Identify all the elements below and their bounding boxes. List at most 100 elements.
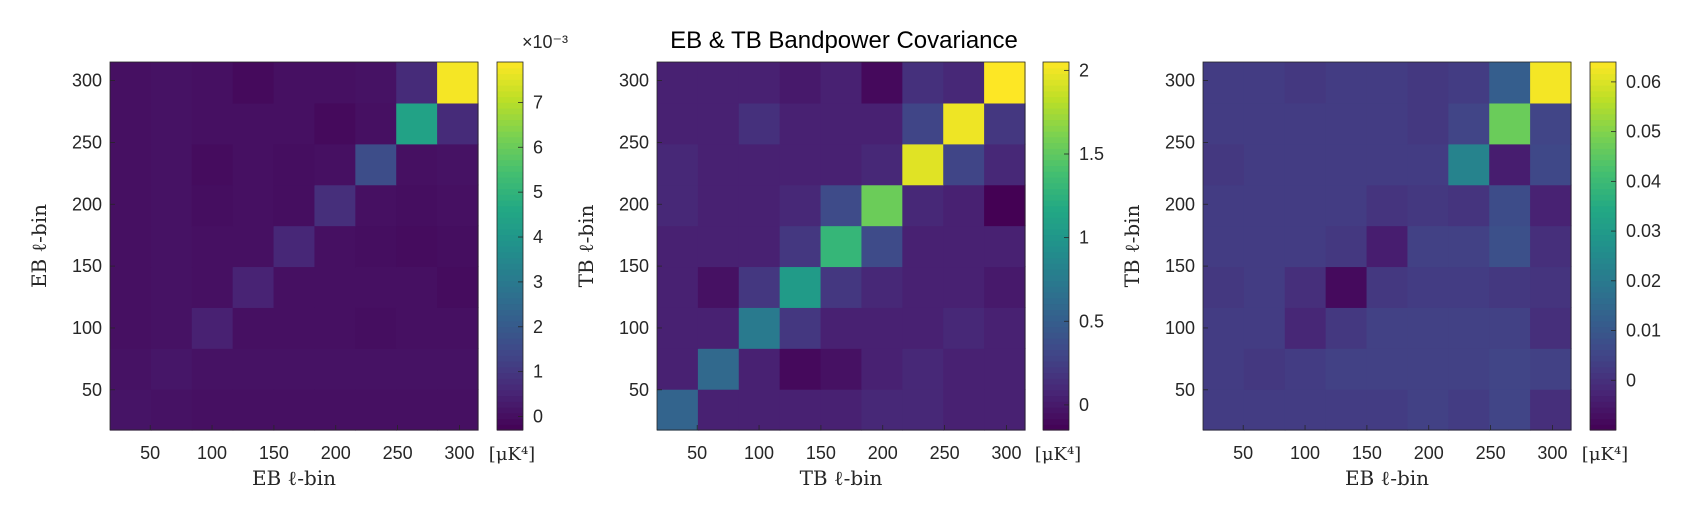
heatmap-cell <box>1448 143 1490 186</box>
heatmap-cell <box>1407 102 1449 145</box>
colorbar-segment <box>1590 418 1616 425</box>
heatmap-cell <box>273 225 316 268</box>
heatmap-cell <box>1530 102 1572 145</box>
colorbar-segment <box>1043 177 1069 184</box>
heatmap-cell <box>437 348 479 390</box>
colorbar-segment <box>1590 217 1616 224</box>
heatmap-cell <box>396 307 438 349</box>
colorbar-tick-label: 0 <box>533 407 543 427</box>
heatmap-cell <box>150 389 193 431</box>
colorbar-segment <box>1043 211 1069 218</box>
colorbar-segment <box>1043 292 1069 299</box>
colorbar-segment <box>1043 228 1069 236</box>
heatmap-cell <box>820 143 863 186</box>
colorbar-segment <box>497 349 523 356</box>
plot-frame <box>1202 61 1572 431</box>
heatmap-cell <box>1203 389 1245 431</box>
heatmap-cell <box>657 307 699 349</box>
heatmap-cell <box>1407 143 1449 186</box>
colorbar-segment <box>497 177 523 184</box>
colorbar-segment <box>497 188 523 195</box>
colorbar-segment <box>1590 257 1616 264</box>
heatmap-cell <box>697 307 740 349</box>
heatmap-cell <box>779 62 822 104</box>
colorbar-segment <box>1043 269 1069 276</box>
colorbar-segment <box>497 119 523 126</box>
colorbar-tick-label: 2 <box>1079 60 1089 80</box>
colorbar-segment <box>497 142 523 149</box>
colorbar-segment <box>1043 286 1069 293</box>
heatmap-cell <box>820 266 863 308</box>
colorbar-segment <box>497 407 523 414</box>
heatmap-cell <box>1243 143 1286 186</box>
colorbar-segment <box>1043 154 1069 161</box>
heatmap-cell <box>396 225 438 268</box>
colorbar-segment <box>1043 200 1069 207</box>
heatmap-cell <box>1448 348 1490 390</box>
heatmap-cell <box>273 266 316 308</box>
colorbar-segment <box>1043 194 1069 201</box>
heatmap-cell <box>1284 62 1327 104</box>
heatmap-cell <box>191 143 234 186</box>
heatmap-cell <box>738 225 781 268</box>
heatmap-cell <box>1407 389 1449 431</box>
colorbar-tick-label: 2 <box>533 317 543 337</box>
x-tick-label: 200 <box>1414 443 1444 463</box>
y-tick-label: 200 <box>72 194 102 214</box>
heatmap-cell <box>355 266 397 308</box>
heatmap-cell <box>355 348 397 390</box>
colorbar-segment <box>1043 372 1069 379</box>
colorbar-segment <box>1590 349 1616 356</box>
heatmap-cell <box>861 348 903 390</box>
colorbar-tick-label: 6 <box>533 137 543 157</box>
heatmap-cell <box>861 102 903 145</box>
heatmap-cell <box>779 143 822 186</box>
colorbar-segment <box>1590 389 1616 397</box>
colorbar-segment <box>1043 361 1069 368</box>
heatmap-cell <box>1530 62 1572 104</box>
x-tick-label: 50 <box>140 443 160 463</box>
colorbar-segment <box>1043 113 1069 121</box>
heatmap-cell <box>820 389 863 431</box>
colorbar-segment <box>1043 62 1069 69</box>
colorbar-tick-label: 3 <box>533 272 543 292</box>
heatmap-cell <box>191 225 234 268</box>
colorbar-segment <box>1043 142 1069 149</box>
colorbar-segment <box>1590 263 1616 270</box>
heatmap-cell <box>1530 184 1572 227</box>
colorbar-segment <box>1590 269 1616 276</box>
colorbar-segment <box>497 182 523 190</box>
colorbar-segment <box>497 131 523 138</box>
heatmap-cell <box>943 102 985 145</box>
colorbar-segment <box>1043 366 1069 374</box>
colorbar-tick-label: 0.05 <box>1626 122 1661 142</box>
colorbar-segment <box>1043 96 1069 103</box>
colorbar-frame <box>496 61 524 431</box>
colorbar-segment <box>497 384 523 391</box>
colorbar-segment <box>1043 332 1069 339</box>
colorbar-segment <box>1590 108 1616 115</box>
heatmap-cell <box>110 184 152 227</box>
heatmap-cell <box>697 184 740 227</box>
heatmap-cell <box>110 143 152 186</box>
colorbar-segment <box>1043 165 1069 172</box>
heatmap-cell <box>902 389 944 431</box>
heatmap-cell <box>1284 143 1327 186</box>
heatmap-cell <box>657 348 699 390</box>
colorbar-segment <box>497 108 523 115</box>
heatmap-cell <box>820 307 863 349</box>
heatmap-cell <box>1366 62 1409 104</box>
x-tick-label: 50 <box>1233 443 1253 463</box>
colorbar-segment <box>1590 188 1616 195</box>
colorbar-segment <box>497 113 523 121</box>
colorbar-segment <box>1590 154 1616 161</box>
heatmap-cell <box>437 225 479 268</box>
heatmap-cell <box>984 348 1026 390</box>
heatmap-cell <box>820 102 863 145</box>
colorbar-tick-label: 1 <box>533 362 543 382</box>
colorbar-segment <box>1043 424 1069 431</box>
heatmap-cell <box>1448 225 1490 268</box>
colorbar-segment <box>1043 159 1069 167</box>
colorbar-segment <box>1043 378 1069 385</box>
